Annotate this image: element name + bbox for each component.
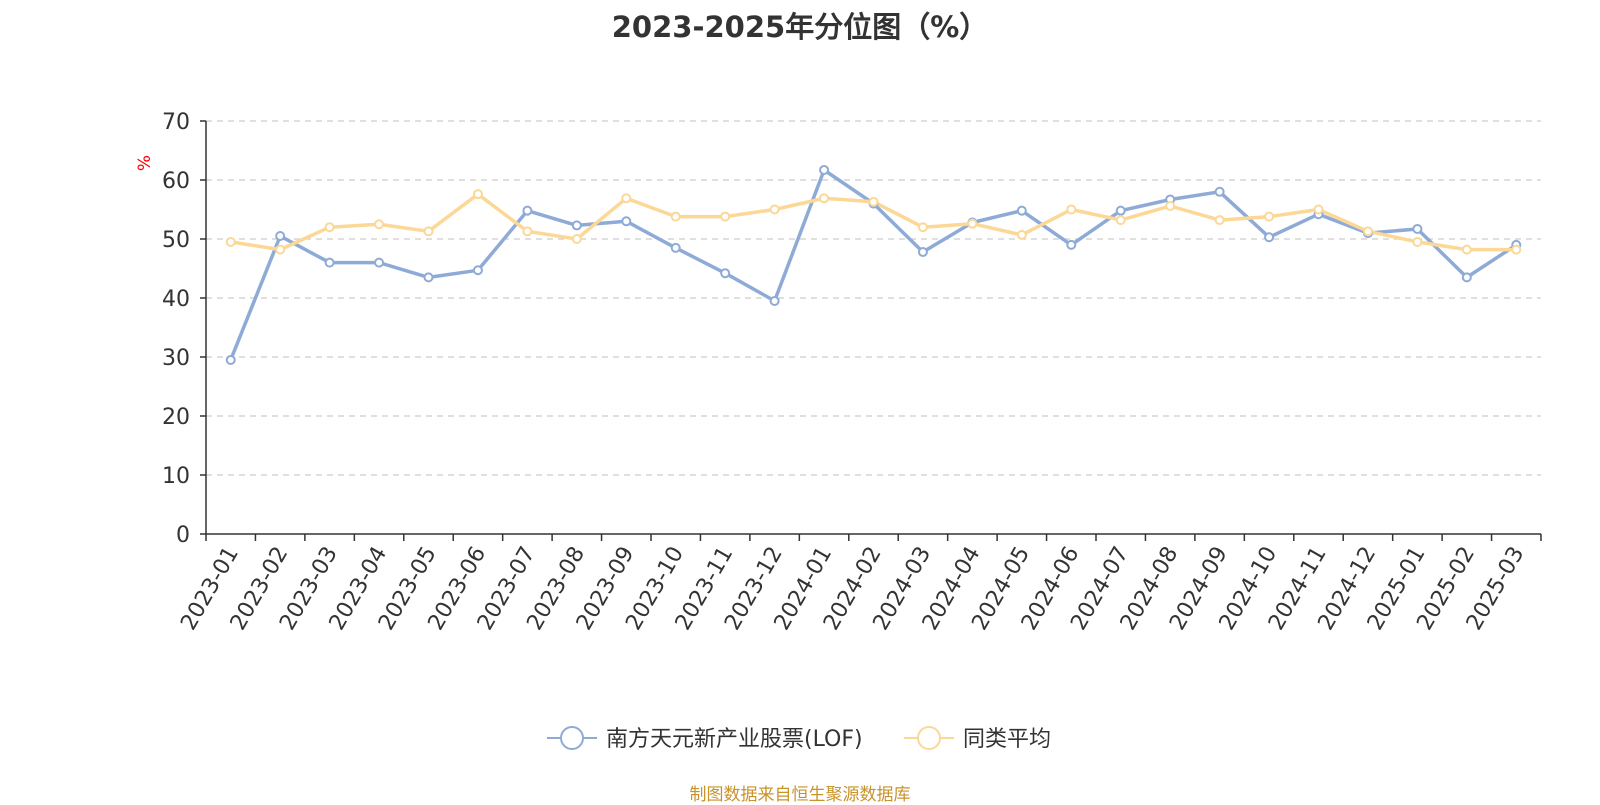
y-tick-label: 70 — [162, 110, 190, 135]
data-point[interactable] — [769, 295, 780, 306]
data-point[interactable] — [967, 218, 978, 229]
data-point[interactable] — [571, 234, 582, 244]
data-point[interactable] — [819, 193, 830, 204]
y-tick-label: 0 — [176, 523, 190, 548]
data-point[interactable] — [522, 226, 533, 237]
data-point[interactable] — [621, 216, 632, 227]
data-point[interactable] — [275, 244, 286, 255]
data-point[interactable] — [917, 246, 928, 257]
series — [225, 164, 1522, 365]
data-point[interactable] — [1016, 205, 1027, 216]
legend-marker[interactable] — [917, 726, 941, 750]
data-point[interactable] — [1412, 223, 1423, 234]
data-point[interactable] — [1115, 205, 1126, 216]
legend: 南方天元新产业股票(LOF) 同类平均 — [547, 726, 1051, 752]
data-point[interactable] — [374, 257, 385, 268]
data-point[interactable] — [472, 189, 483, 200]
data-point[interactable] — [720, 268, 731, 279]
y-tick-label: 40 — [162, 287, 190, 312]
data-point[interactable] — [670, 211, 681, 222]
data-point[interactable] — [769, 204, 780, 215]
data-point[interactable] — [324, 257, 335, 268]
data-point[interactable] — [1511, 244, 1522, 255]
data-point[interactable] — [1115, 215, 1126, 226]
source-note: 制图数据来自恒生聚源数据库 — [689, 785, 911, 805]
data-point[interactable] — [1165, 200, 1176, 211]
data-point[interactable] — [1362, 226, 1373, 237]
legend-marker[interactable] — [560, 726, 584, 750]
data-point[interactable] — [225, 354, 236, 365]
legend-label[interactable]: 南方天元新产业股票(LOF) — [606, 727, 863, 752]
data-point[interactable] — [868, 196, 879, 207]
y-tick-label: 30 — [162, 346, 190, 371]
data-point[interactable] — [374, 219, 385, 230]
data-point[interactable] — [1461, 244, 1472, 255]
data-point[interactable] — [819, 164, 830, 175]
y-tick-label: 20 — [162, 405, 190, 430]
y-tick-label: 10 — [162, 464, 190, 489]
data-point[interactable] — [423, 272, 434, 283]
data-point[interactable] — [571, 220, 582, 231]
data-point[interactable] — [1461, 272, 1472, 283]
y-axis-label: % — [135, 155, 155, 171]
data-point[interactable] — [275, 231, 286, 242]
data-point[interactable] — [1016, 229, 1027, 240]
data-point[interactable] — [522, 205, 533, 216]
data-point[interactable] — [1214, 186, 1225, 197]
data-point[interactable] — [472, 265, 483, 276]
data-point[interactable] — [1264, 232, 1275, 243]
data-point[interactable] — [423, 226, 434, 237]
data-point[interactable] — [1264, 211, 1275, 222]
data-point[interactable] — [225, 236, 236, 247]
data-point[interactable] — [720, 211, 731, 222]
chart-title: 2023-2025年分位图（%） — [611, 10, 989, 44]
data-point[interactable] — [1313, 204, 1324, 215]
data-point[interactable] — [1066, 204, 1077, 215]
data-point[interactable] — [324, 222, 335, 233]
data-point[interactable] — [621, 193, 632, 204]
data-point[interactable] — [1412, 236, 1423, 247]
data-point[interactable] — [1066, 239, 1077, 250]
data-point[interactable] — [670, 242, 681, 253]
data-point[interactable] — [917, 222, 928, 233]
y-tick-label: 60 — [162, 169, 190, 194]
grid-lines — [206, 120, 1541, 476]
legend-label[interactable]: 同类平均 — [963, 727, 1051, 752]
y-tick-label: 50 — [162, 228, 190, 253]
data-point[interactable] — [1214, 215, 1225, 226]
